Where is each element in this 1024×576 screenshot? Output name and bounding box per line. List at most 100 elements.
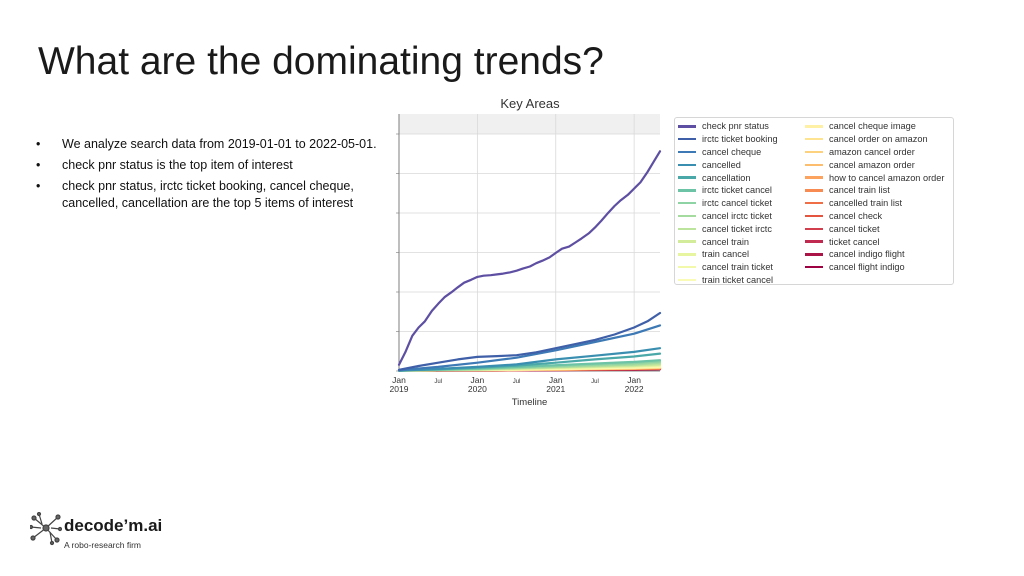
legend-item: train cancel xyxy=(678,248,778,261)
legend-item: cancel cheque image xyxy=(805,120,944,133)
legend-item: cancel ticket irctc xyxy=(678,222,778,235)
legend-column: cancel cheque image cancel order on amazo… xyxy=(805,120,944,274)
x-tick-label: Jan 2019 xyxy=(390,375,409,394)
legend-item: cancel cheque xyxy=(678,146,778,159)
legend-item: irctc ticket cancel xyxy=(678,184,778,197)
x-axis-label: Timeline xyxy=(512,397,548,408)
legend-item: cancel check xyxy=(805,210,944,223)
legend-item: cancelled train list xyxy=(805,197,944,210)
legend-item: cancel amazon order xyxy=(805,158,944,171)
x-tick-label: Jul xyxy=(591,379,599,385)
legend-swatch xyxy=(678,189,696,192)
legend-label: irctc cancel ticket xyxy=(702,198,772,209)
legend-label: cancel cheque xyxy=(702,146,762,157)
legend-item: ticket cancel xyxy=(805,235,944,248)
molecule-logo-icon xyxy=(28,511,63,546)
legend-label: cancellation xyxy=(702,172,751,183)
series-line xyxy=(397,324,662,372)
legend-swatch xyxy=(678,176,696,179)
legend-swatch xyxy=(805,265,823,269)
legend-swatch xyxy=(678,278,696,282)
legend-swatch xyxy=(805,240,823,243)
legend-swatch xyxy=(805,137,823,141)
legend-label: cancel train ticket xyxy=(702,262,773,273)
x-tick-label: Jan 2020 xyxy=(468,375,487,394)
legend-item: cancelled xyxy=(678,158,778,171)
logo-name: decode’m.ai xyxy=(64,516,163,535)
legend-label: cancel train xyxy=(702,236,749,247)
legend-label: cancelled train list xyxy=(829,198,903,209)
chart-legend: check pnr status irctc ticket booking canc… xyxy=(674,117,954,285)
legend-label: cancel amazon order xyxy=(829,159,915,170)
legend-item: cancel ticket xyxy=(805,222,944,235)
legend-item: check pnr status xyxy=(678,120,778,133)
legend-swatch xyxy=(678,240,696,243)
legend-item: cancel irctc ticket xyxy=(678,210,778,223)
company-logo: decode’m.ai A robo-research firm xyxy=(28,511,162,551)
legend-swatch xyxy=(678,125,696,128)
legend-swatch xyxy=(805,189,823,192)
legend-label: cancel irctc ticket xyxy=(702,210,772,221)
chart-title: Key Areas xyxy=(500,96,560,111)
legend-label: train cancel xyxy=(702,249,749,260)
legend-label: train ticket cancel xyxy=(702,274,773,285)
legend-item: irctc ticket booking xyxy=(678,133,778,146)
legend-item: cancel train list xyxy=(805,184,944,197)
series-line xyxy=(397,150,662,366)
legend-swatch xyxy=(805,201,823,205)
legend-item: cancellation xyxy=(678,171,778,184)
legend-label: irctc ticket booking xyxy=(702,134,778,145)
legend-label: cancel train list xyxy=(829,185,890,196)
legend-swatch xyxy=(805,150,823,154)
x-tick-label: Jan 2021 xyxy=(546,375,565,394)
legend-swatch xyxy=(678,227,696,231)
legend-label: cancel ticket xyxy=(829,223,880,234)
series-line xyxy=(397,311,662,371)
legend-item: cancel train xyxy=(678,235,778,248)
legend-swatch xyxy=(805,253,823,256)
legend-swatch xyxy=(678,163,696,167)
plot-header-band xyxy=(399,114,660,134)
x-tick-label: Jul xyxy=(434,379,442,385)
legend-column: check pnr status irctc ticket booking canc… xyxy=(678,120,778,286)
legend-label: irctc ticket cancel xyxy=(702,185,772,196)
slide-title: What are the dominating trends? xyxy=(38,40,604,83)
legend-label: how to cancel amazon order xyxy=(829,172,945,183)
bullet-item: We analyze search data from 2019-01-01 t… xyxy=(36,136,381,153)
legend-swatch xyxy=(678,214,696,218)
legend-swatch xyxy=(678,137,696,141)
legend-label: cancel ticket irctc xyxy=(702,223,772,234)
legend-swatch xyxy=(805,227,823,231)
legend-item: cancel order on amazon xyxy=(805,133,944,146)
legend-item: how to cancel amazon order xyxy=(805,171,944,184)
legend-label: cancel flight indigo xyxy=(829,262,905,273)
legend-label: amazon cancel order xyxy=(829,146,915,157)
legend-item: train ticket cancel xyxy=(678,274,778,287)
legend-swatch xyxy=(805,176,823,179)
series-line xyxy=(397,347,662,372)
legend-item: cancel flight indigo xyxy=(805,261,944,274)
legend-label: cancel cheque image xyxy=(829,121,916,132)
bullet-item: check pnr status is the top item of inte… xyxy=(36,157,381,174)
legend-swatch xyxy=(678,265,696,269)
legend-swatch xyxy=(805,163,823,167)
legend-label: cancelled xyxy=(702,159,741,170)
legend-swatch xyxy=(678,150,696,154)
legend-swatch xyxy=(805,125,823,128)
bullet-list: We analyze search data from 2019-01-01 t… xyxy=(36,136,381,216)
legend-label: cancel order on amazon xyxy=(829,134,928,145)
legend-item: cancel train ticket xyxy=(678,261,778,274)
legend-item: cancel indigo flight xyxy=(805,248,944,261)
logo-tagline: A robo-research firm xyxy=(64,540,141,550)
legend-swatch xyxy=(805,214,823,218)
x-tick-label: Jul xyxy=(513,379,521,385)
x-tick-label: Jan 2022 xyxy=(625,375,644,394)
legend-swatch xyxy=(678,253,696,256)
legend-label: cancel indigo flight xyxy=(829,249,905,260)
line-chart: Jan 2019 Jul Jan 2020 Jul Jan 2021 Jul Jan 2022 Tim… xyxy=(390,114,662,408)
legend-swatch xyxy=(678,201,696,205)
legend-label: cancel check xyxy=(829,210,883,221)
legend-label: check pnr status xyxy=(702,121,769,132)
legend-item: irctc cancel ticket xyxy=(678,197,778,210)
legend-label: ticket cancel xyxy=(829,236,880,247)
